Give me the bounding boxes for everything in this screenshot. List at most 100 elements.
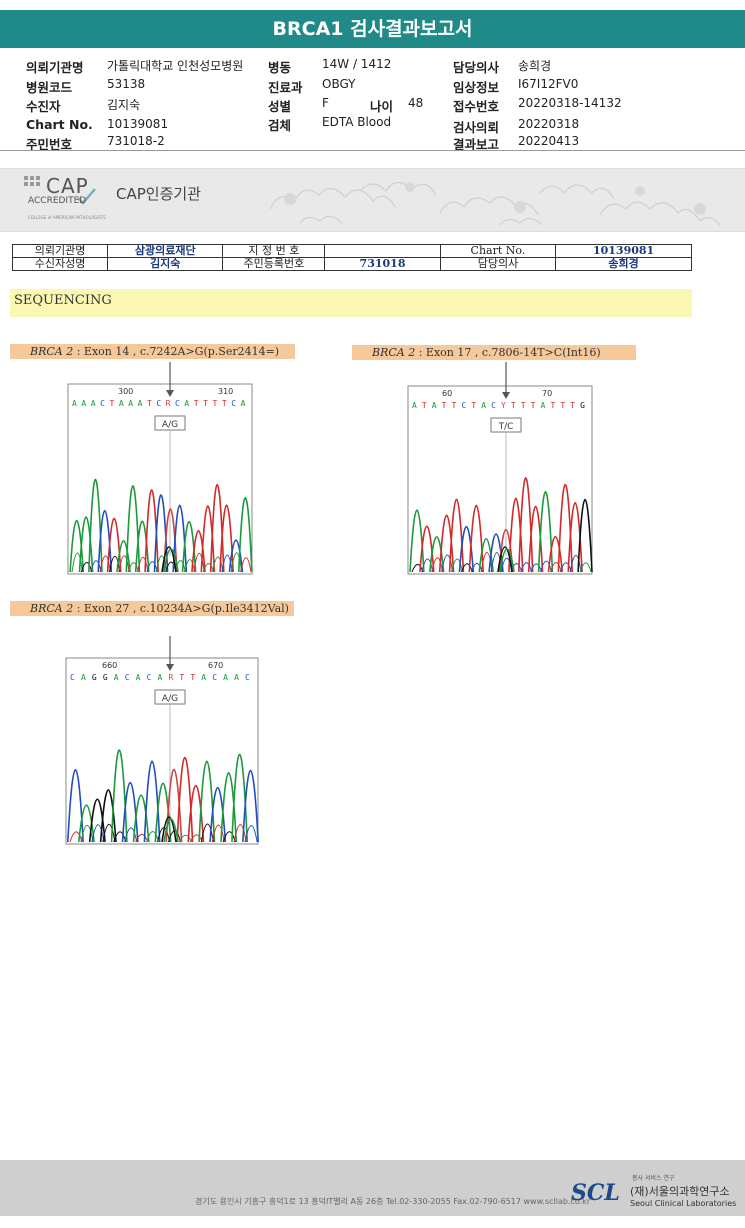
base-letter: G <box>580 401 585 410</box>
trace-peak <box>468 504 484 573</box>
base-letter: A <box>114 673 119 682</box>
label-request-date: 검사의뢰 <box>453 120 500 135</box>
trace-minor <box>80 561 93 573</box>
base-letter: C <box>212 673 217 682</box>
table-cell: 지 정 번 호 <box>222 244 326 258</box>
trace-minor <box>549 562 562 573</box>
gene-name: BRCA 2 <box>30 345 74 358</box>
variant-label-1: BRCA 2 : Exon 14 , c.7242A>G(p.Ser2414=) <box>10 344 295 359</box>
label-doctor: 담당의사 <box>453 60 500 75</box>
cap-logo-text: CAP <box>46 174 89 198</box>
base-letter: C <box>491 401 496 410</box>
trace-peak <box>547 536 564 573</box>
value-request-date: 20220318 <box>518 117 580 131</box>
trace-peak <box>438 514 455 573</box>
base-letter: C <box>70 673 75 682</box>
trace-peak <box>237 497 253 573</box>
base-letter: A <box>119 399 124 408</box>
gene-name: BRCA 2 <box>30 602 74 615</box>
trace-peak <box>478 537 494 573</box>
trace-minor <box>221 554 233 573</box>
label-resident-no: 주민번호 <box>26 137 73 152</box>
trace-peak <box>99 789 117 843</box>
base-letter: T <box>521 401 526 410</box>
base-letter: G <box>103 673 108 682</box>
cap-certified-label: CAP인증기관 <box>116 185 201 203</box>
label-clinical-info: 임상정보 <box>453 80 500 95</box>
base-letter: T <box>147 399 152 408</box>
position-right: 670 <box>208 661 223 670</box>
section-title: SEQUENCING <box>14 293 112 308</box>
base-letter: A <box>81 673 86 682</box>
value-requesting-institution: 가톨릭대학교 인천성모병원 <box>107 59 244 73</box>
position-right: 70 <box>542 389 552 398</box>
trace-minor <box>530 563 543 573</box>
base-letter: A <box>138 399 143 408</box>
genotype-call: A/G <box>162 694 178 704</box>
value-age: 48 <box>408 96 424 110</box>
trace-minor <box>579 562 592 573</box>
trace-peak <box>508 497 524 573</box>
trace-minor <box>520 562 533 573</box>
table-cell: 수신자성명 <box>11 257 109 271</box>
trace-peak <box>110 749 128 843</box>
trace-peak <box>537 491 554 573</box>
trace-peak <box>191 530 206 573</box>
variant-desc: : Exon 17 , c.7806-14T>C(Int16) <box>415 346 601 359</box>
trace-peak <box>527 505 544 573</box>
table-cell: 삼광의료재단 <box>107 244 224 258</box>
trace-minor <box>99 555 111 573</box>
base-letter: T <box>190 673 195 682</box>
trace-peak <box>220 771 238 843</box>
trace-minor <box>118 555 130 573</box>
base-letter: C <box>100 399 105 408</box>
base-letter: T <box>550 401 555 410</box>
trace-peak <box>154 782 172 843</box>
table-cell: 송희경 <box>555 257 692 271</box>
base-letter: T <box>560 401 565 410</box>
trace-minor <box>102 823 116 843</box>
trace-minor <box>480 551 493 573</box>
trace-minor <box>460 563 473 573</box>
variant-label-3: BRCA 2 : Exon 27 , c.10234A>G(p.Ile3412V… <box>10 601 294 616</box>
trace-peak <box>88 798 106 843</box>
trace-peak <box>577 499 593 573</box>
label-ward: 병동 <box>268 60 292 75</box>
base-letter: A <box>158 673 163 682</box>
trace-minor <box>155 555 168 573</box>
label-specimen: 검체 <box>268 118 292 133</box>
base-letter: R <box>168 673 173 682</box>
trace-minor <box>135 833 149 843</box>
table-cell: 의뢰기관명 <box>11 244 109 258</box>
position-left: 60 <box>442 389 452 398</box>
genotype-call: A/G <box>162 420 178 430</box>
base-letter: T <box>422 401 427 410</box>
trace-peak <box>242 769 259 843</box>
trace-peak <box>228 539 244 573</box>
trace-peak <box>200 505 216 573</box>
label-receipt-no: 접수번호 <box>453 99 500 114</box>
trace-peak <box>78 516 94 573</box>
base-letter: A <box>72 399 77 408</box>
label-age: 나이 <box>370 99 394 114</box>
position-left: 300 <box>118 387 133 396</box>
trace-peak <box>219 504 234 573</box>
trace-minor <box>212 556 224 573</box>
value-specimen: EDTA Blood <box>322 115 392 129</box>
base-letter: T <box>109 399 114 408</box>
trace-peak <box>448 498 465 573</box>
base-letter: T <box>203 399 208 408</box>
value-doctor: 송희경 <box>518 59 552 73</box>
trace-peak <box>161 816 177 843</box>
trace-peak <box>165 769 183 843</box>
table-row: 의뢰기관명 삼광의료재단 지 정 번 호 Chart No. 10139081 <box>11 244 692 258</box>
footer-band <box>0 1160 745 1216</box>
footer-address: 경기도 용인시 기흥구 흥덕1로 13 흥덕IT밸리 A동 26층 Tel.02… <box>195 1197 591 1206</box>
table-cell: 김지숙 <box>107 257 224 271</box>
base-letter: A <box>128 399 133 408</box>
trace-peak <box>187 785 205 843</box>
cap-logo-icon <box>24 176 96 205</box>
label-hospital-code: 병원코드 <box>26 80 73 95</box>
position-left: 660 <box>102 661 117 670</box>
variant-label-2: BRCA 2 : Exon 17 , c.7806-14T>C(Int16) <box>352 345 636 360</box>
